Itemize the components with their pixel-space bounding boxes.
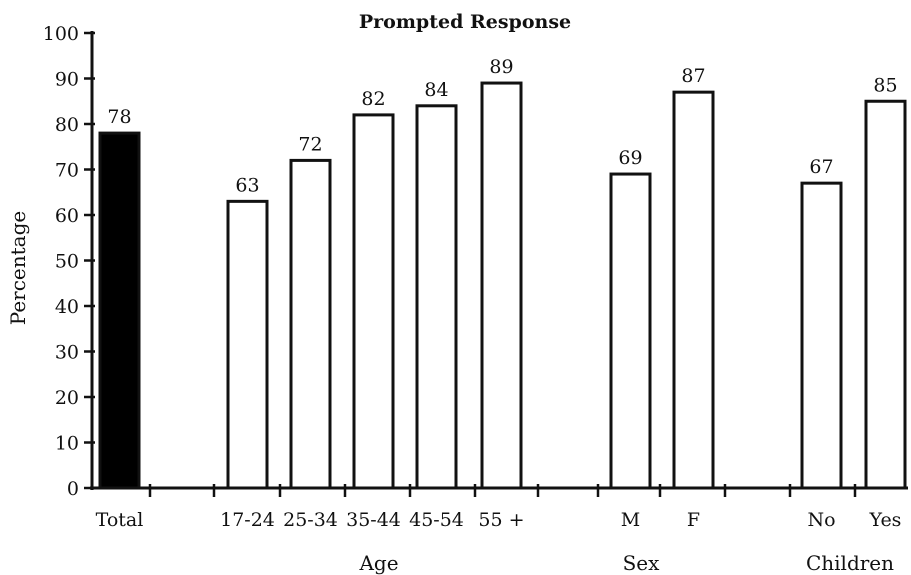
value-label: 63 [235, 174, 259, 196]
group-label: Sex [623, 551, 661, 575]
bar-no [800, 181, 843, 490]
category-labels: Total 17-24 25-34 35-44 45-54 55 + M F No Yes [96, 509, 902, 531]
y-tick-label: 60 [55, 205, 79, 227]
bar-f [672, 90, 715, 490]
category-label: M [621, 509, 640, 531]
category-label: 35-44 [346, 509, 401, 531]
y-tick-label: 30 [55, 342, 79, 364]
category-label: No [807, 509, 835, 531]
group-label: Age [358, 551, 398, 575]
group-labels: Age Sex Children [358, 551, 894, 575]
y-axis-label: Percentage [6, 211, 30, 325]
group-label: Children [806, 551, 894, 575]
y-tick-label: 10 [55, 433, 79, 455]
bar-25-34 [289, 158, 332, 490]
category-label: Total [96, 509, 144, 531]
value-label: 89 [489, 56, 513, 78]
category-label: 25-34 [283, 509, 338, 531]
bar-17-24 [226, 199, 269, 490]
value-labels: 78 63 72 82 84 89 69 87 67 85 [107, 56, 897, 196]
y-tick-label: 90 [55, 69, 79, 91]
value-label: 87 [681, 65, 705, 87]
category-label: F [687, 509, 700, 531]
category-label: 45-54 [409, 509, 464, 531]
value-label: 72 [298, 133, 322, 155]
chart-title: Prompted Response [359, 11, 571, 33]
bar-yes [864, 99, 907, 490]
bar-55 [480, 81, 523, 490]
category-label: 17-24 [220, 509, 275, 531]
x-axis-ticks [148, 484, 857, 497]
value-label: 78 [107, 106, 131, 128]
bar-45-54 [415, 104, 458, 490]
bars [98, 81, 907, 490]
y-tick-label: 40 [55, 296, 79, 318]
value-label: 69 [618, 147, 642, 169]
y-tick-label: 70 [55, 160, 79, 182]
bar-35-44 [352, 113, 395, 490]
category-label: 55 + [478, 509, 524, 531]
category-label: Yes [869, 509, 902, 531]
y-tick-label: 0 [67, 478, 79, 500]
bar-m [609, 172, 652, 490]
y-axis-ticks: 0 10 20 30 40 50 60 70 80 90 100 [43, 23, 95, 500]
y-tick-label: 80 [55, 114, 79, 136]
y-tick-label: 100 [43, 23, 79, 45]
y-tick-label: 50 [55, 251, 79, 273]
value-label: 67 [809, 156, 833, 178]
value-label: 85 [873, 74, 897, 96]
value-label: 84 [424, 79, 448, 101]
y-tick-label: 20 [55, 387, 79, 409]
bar-total [98, 131, 141, 490]
value-label: 82 [361, 88, 385, 110]
